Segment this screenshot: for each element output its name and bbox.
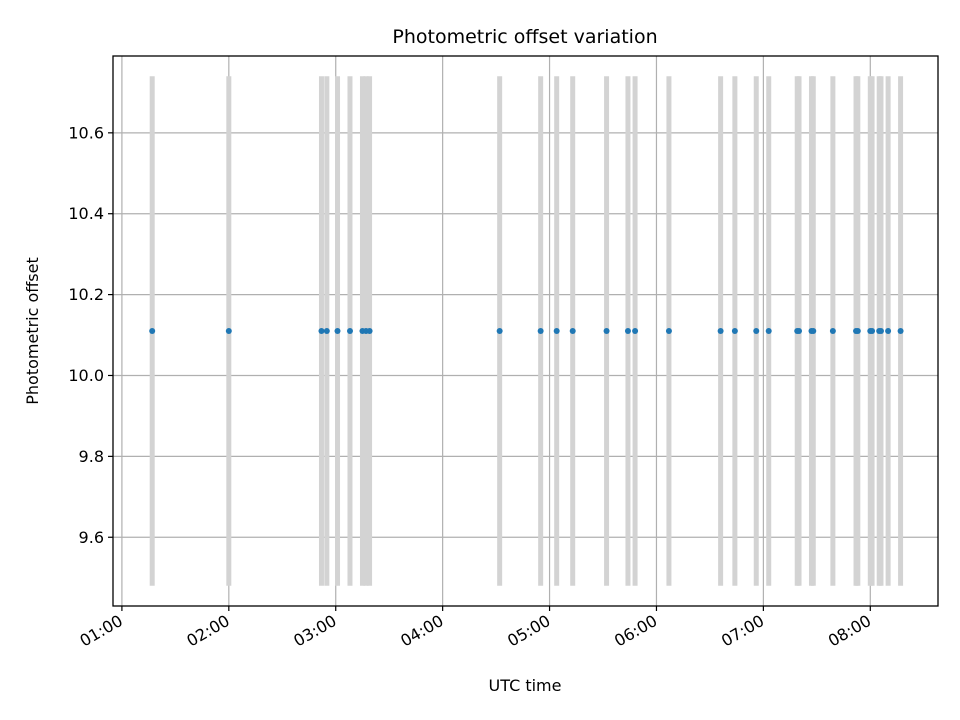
data-point — [665, 328, 672, 334]
y-tick-label: 9.6 — [79, 528, 104, 547]
y-tick-label: 10.2 — [68, 285, 104, 304]
x-axis-title: UTC time — [489, 676, 562, 695]
data-point — [854, 328, 861, 334]
data-point — [225, 328, 232, 334]
data-point — [829, 328, 836, 334]
data-point — [796, 328, 803, 334]
data-point — [731, 328, 738, 334]
y-tick-label: 10.4 — [68, 204, 104, 223]
y-tick-label: 9.8 — [79, 447, 104, 466]
data-point — [869, 328, 876, 334]
data-point — [624, 328, 631, 334]
data-point — [632, 328, 639, 334]
data-point — [717, 328, 724, 334]
chart-title: Photometric offset variation — [392, 26, 657, 48]
data-point — [496, 328, 503, 334]
data-point — [318, 328, 325, 334]
plot-frame — [112, 55, 939, 607]
data-point — [334, 328, 341, 334]
data-point — [366, 328, 373, 334]
data-point — [603, 328, 610, 334]
y-tick-label: 10.6 — [68, 123, 104, 142]
data-point — [897, 328, 904, 334]
data-point — [569, 328, 576, 334]
data-point — [765, 328, 772, 334]
data-point — [537, 328, 544, 334]
y-axis-title: Photometric offset — [23, 257, 42, 405]
data-point — [323, 328, 330, 334]
y-axis-ticks: 9.6 9.8 10.0 10.2 10.4 10.6 — [68, 123, 113, 547]
data-point — [885, 328, 892, 334]
data-points — [149, 328, 904, 334]
data-point — [149, 328, 156, 334]
data-point — [810, 328, 817, 334]
data-point — [753, 328, 760, 334]
data-point — [346, 328, 353, 334]
data-point — [553, 328, 560, 334]
data-point — [877, 328, 884, 334]
y-tick-label: 10.0 — [68, 366, 104, 385]
